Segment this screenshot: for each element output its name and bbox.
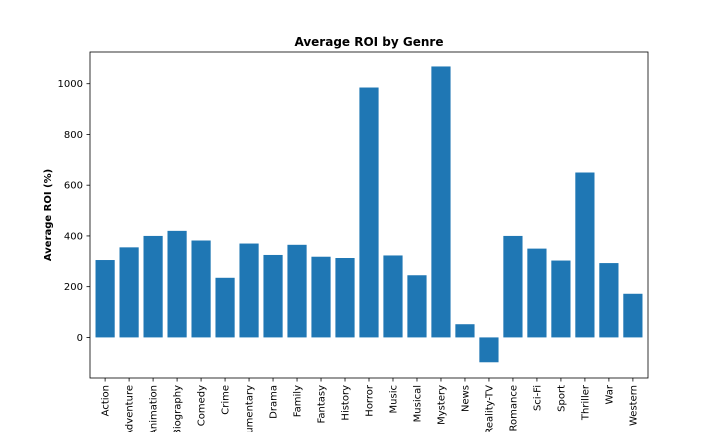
x-tick-label: Drama [269, 385, 280, 419]
x-ticks-group: Action Adventure Animation Biography Comedy C… [101, 378, 639, 432]
bar-mystery [431, 66, 451, 338]
bar-news [455, 324, 475, 338]
x-tick-label: Romance [508, 385, 519, 431]
x-tick-label: Action [101, 385, 112, 416]
x-tick-label: Musical [412, 385, 423, 422]
bar-crime [215, 277, 235, 338]
bar-documentary [239, 243, 259, 338]
bar-adventure [119, 247, 139, 338]
bar-history [335, 258, 355, 338]
bar-biography [167, 230, 187, 338]
x-tick-label: Thriller [580, 384, 591, 421]
bar-music [383, 255, 403, 338]
x-tick-label: History [341, 385, 352, 421]
bar-drama [263, 254, 283, 338]
x-tick-label: Horror [365, 384, 376, 417]
x-tick-label: Sport [556, 385, 567, 412]
y-tick-label: 1000 [58, 79, 83, 90]
y-tick-label: 600 [64, 181, 83, 192]
bar-war [599, 263, 619, 338]
x-tick-label: Documentary [245, 385, 256, 432]
bar-romance [503, 235, 523, 338]
x-tick-label: Music [388, 385, 399, 413]
x-tick-label: Adventure [125, 385, 136, 432]
y-axis-label: Average ROI (%) [43, 169, 54, 261]
x-tick-label: Sci-Fi [532, 385, 543, 411]
bars-group [95, 66, 643, 363]
x-tick-label: Western [628, 385, 639, 426]
x-tick-label: Fantasy [317, 385, 328, 424]
x-tick-label: Reality-TV [484, 385, 495, 432]
bar-western [623, 293, 643, 338]
bar-comedy [191, 240, 211, 338]
chart-title: Average ROI by Genre [294, 35, 443, 49]
bar-reality-tv [479, 337, 499, 363]
bar-animation [143, 235, 163, 338]
bar-sci-fi [527, 248, 547, 338]
x-tick-label: Mystery [436, 385, 447, 425]
x-tick-label: Animation [149, 385, 160, 432]
bar-fantasy [311, 256, 331, 338]
y-tick-label: 200 [64, 282, 83, 293]
bar-action [95, 260, 115, 338]
y-ticks-group: 0 200 400 600 800 1000 [58, 79, 90, 344]
y-tick-label: 0 [77, 333, 83, 344]
x-tick-label: Crime [221, 385, 232, 415]
x-tick-label: Family [293, 385, 304, 417]
x-tick-label: News [460, 385, 471, 412]
bar-horror [359, 87, 379, 338]
bar-musical [407, 275, 427, 338]
bar-sport [551, 260, 571, 338]
x-tick-label: War [604, 384, 615, 404]
bar-family [287, 244, 307, 338]
plot-frame [89, 51, 649, 379]
bar-thriller [575, 172, 595, 338]
x-tick-label: Biography [173, 385, 184, 432]
x-tick-label: Comedy [197, 385, 208, 426]
y-tick-label: 800 [64, 130, 83, 141]
y-tick-label: 400 [64, 231, 83, 242]
